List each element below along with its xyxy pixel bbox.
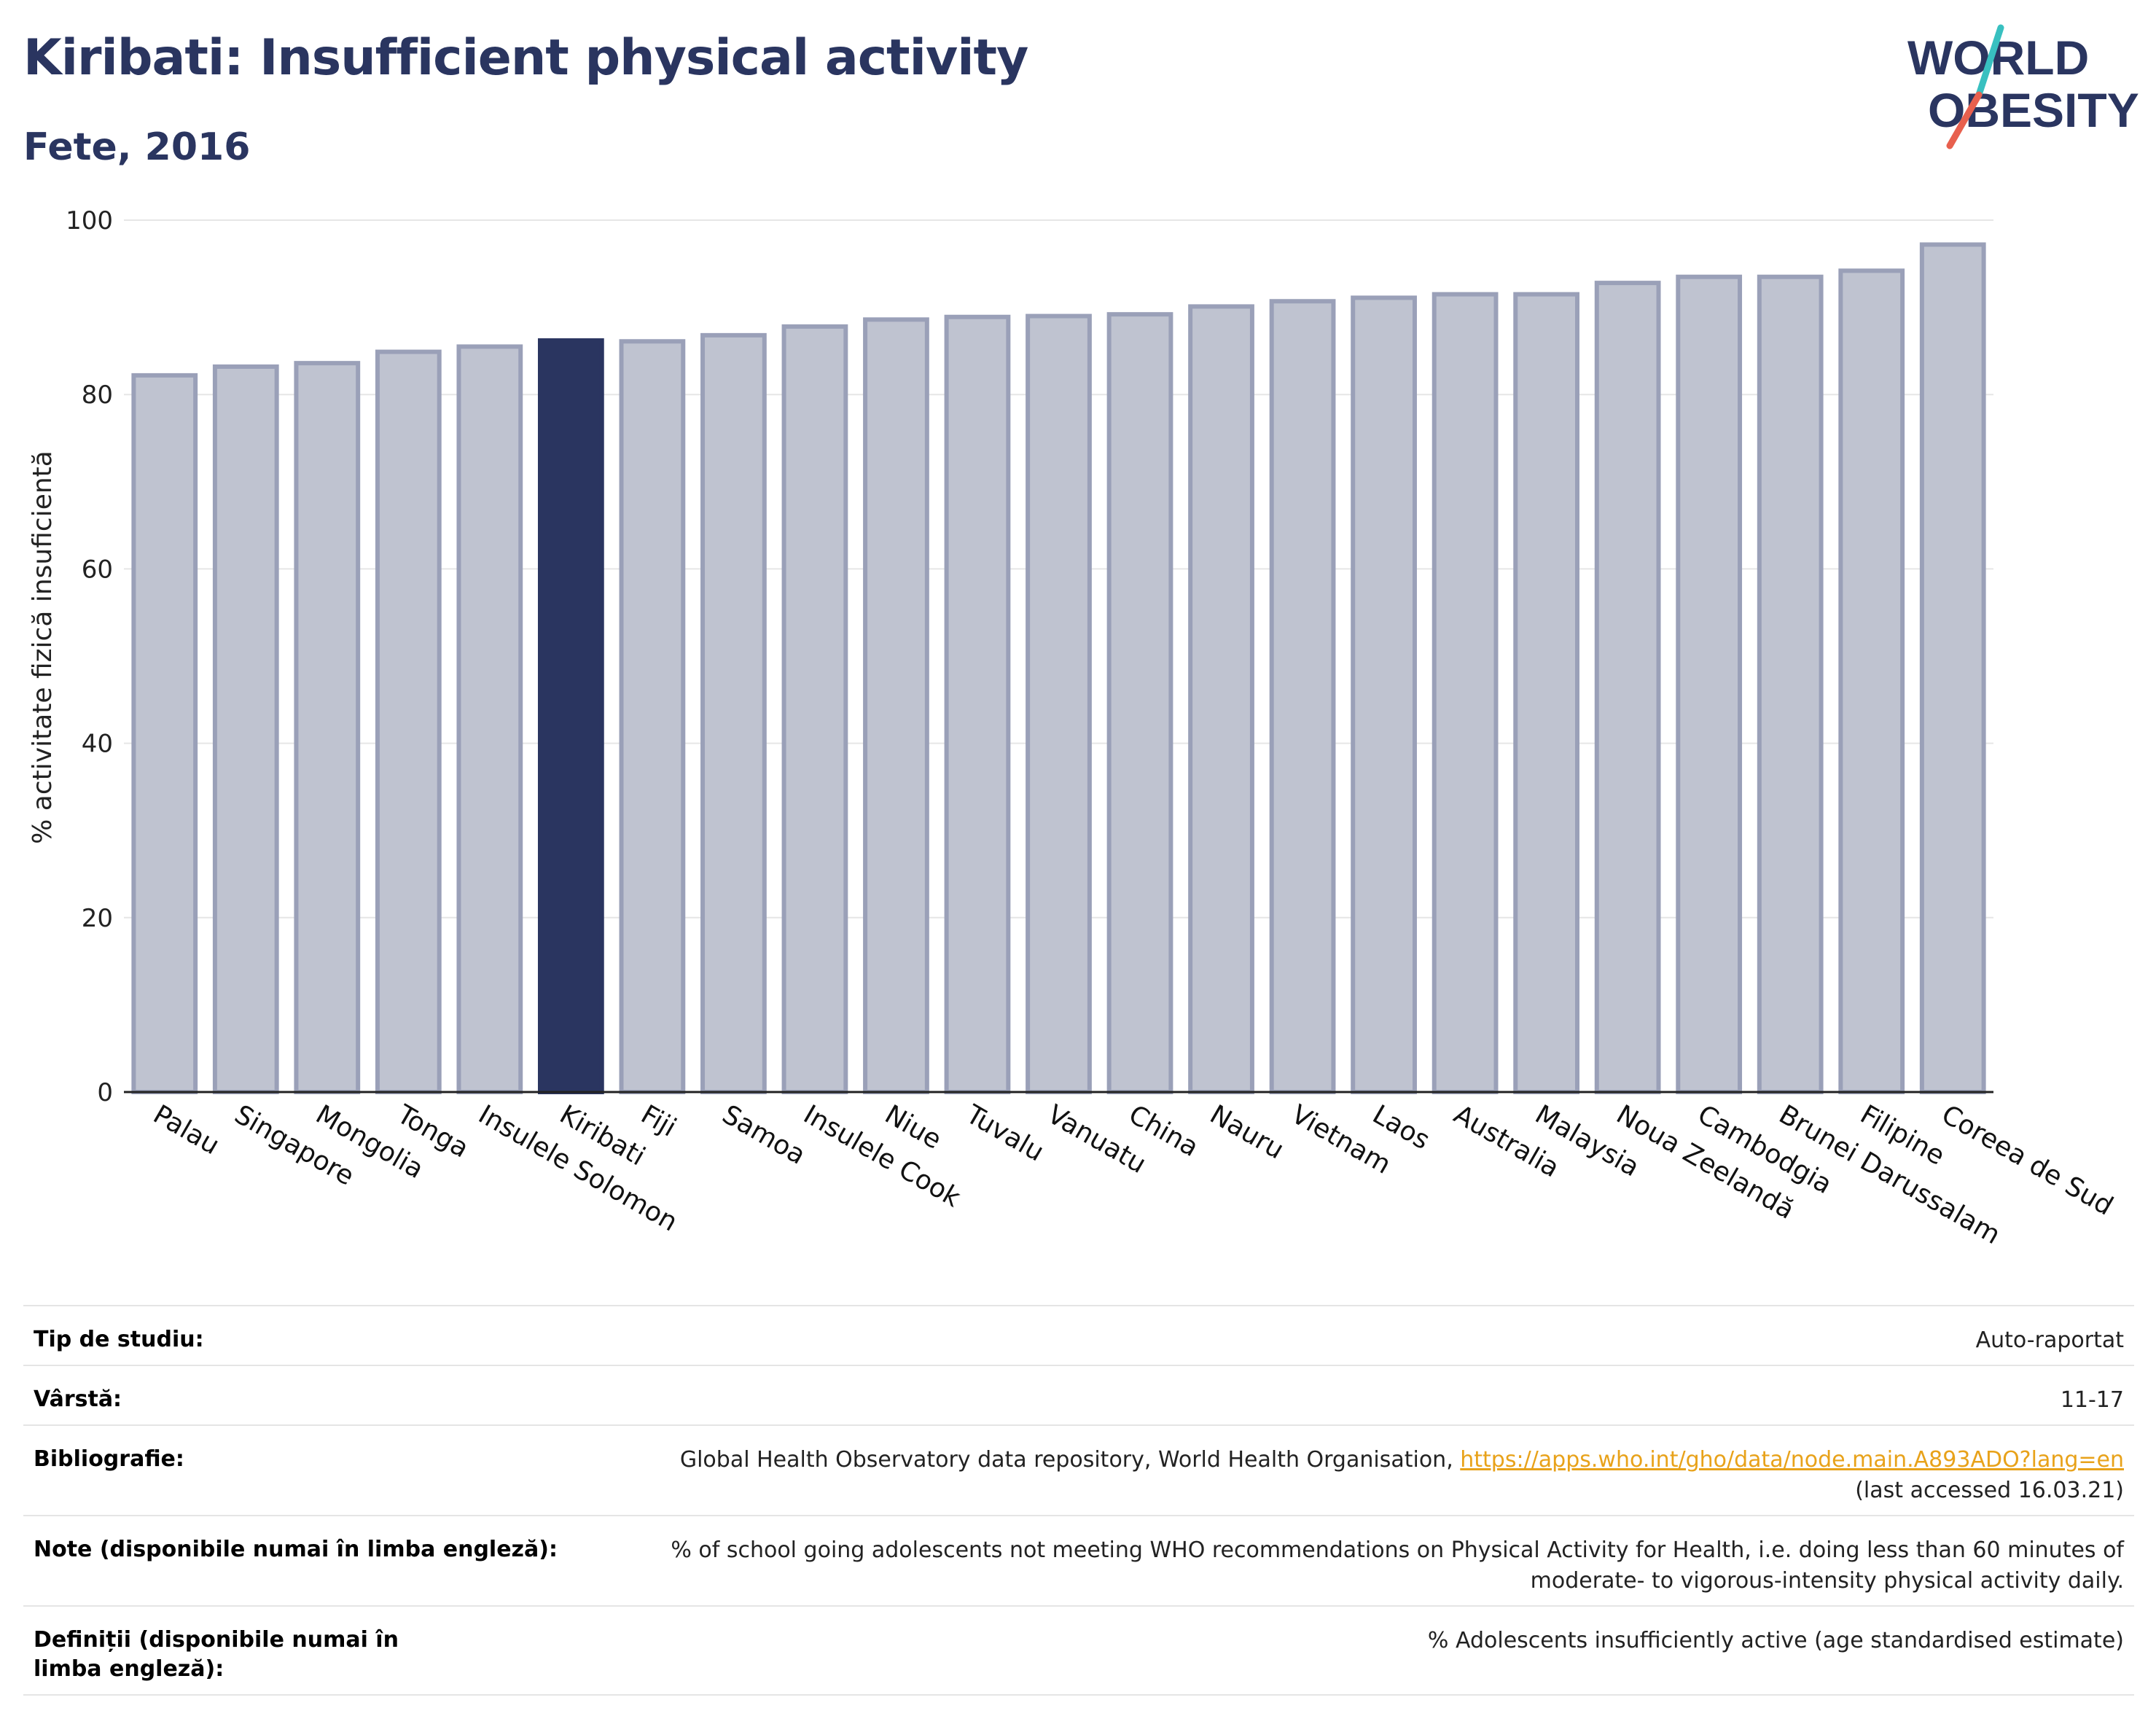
study-type-label: Tip de studiu: [34, 1327, 204, 1352]
y-tick-label: 0 [97, 1078, 113, 1107]
bar [1513, 292, 1580, 1094]
study-type-value: Auto-raportat [1975, 1327, 2124, 1353]
metadata-table: Tip de studiu: Auto-raportat Vârstă: 11-… [23, 1305, 2134, 1696]
bar [944, 314, 1011, 1095]
bar [1594, 281, 1661, 1094]
y-tick-label: 20 [82, 904, 113, 933]
notes-value: % of school going adolescents not meetin… [671, 1537, 2124, 1594]
bar [375, 349, 442, 1094]
x-tick-label: Palau [148, 1099, 224, 1161]
notes-label: Note (disponibile numai în limba engleză… [34, 1537, 558, 1562]
bar [1106, 312, 1173, 1095]
x-tick-label: Samoa [717, 1099, 811, 1171]
y-tick-label: 80 [82, 381, 113, 410]
x-tick-label: Nauru [1205, 1099, 1289, 1165]
bibliography-text: Global Health Observatory data repositor… [679, 1447, 1461, 1473]
meta-row-bibliography: Bibliografie: Global Health Observatory … [23, 1424, 2134, 1515]
y-tick-label: 40 [82, 730, 113, 759]
bar [1676, 274, 1743, 1094]
bibliography-accessed: (last accessed 16.03.21) [1855, 1478, 2124, 1503]
bar [619, 339, 686, 1094]
meta-row-age: Vârstă: 11-17 [23, 1365, 2134, 1424]
bars [131, 242, 1986, 1095]
bar [1188, 304, 1254, 1094]
bibliography-value: Global Health Observatory data repositor… [579, 1445, 2124, 1506]
x-tick-label: Tuvalu [961, 1099, 1049, 1168]
logo-slash-teal [1975, 24, 2004, 98]
x-tick-label: Fiji [636, 1099, 681, 1143]
age-value: 11-17 [2060, 1387, 2124, 1413]
bar [1269, 299, 1336, 1094]
bar [700, 332, 767, 1095]
bar [294, 361, 361, 1095]
bibliography-link[interactable]: https://apps.who.int/gho/data/node.main.… [1460, 1447, 2124, 1473]
bar [1838, 268, 1905, 1094]
age-label: Vârstă: [34, 1387, 122, 1412]
bar [1026, 313, 1092, 1094]
bar [863, 317, 929, 1094]
bar [1351, 295, 1417, 1095]
bar [456, 344, 523, 1095]
chart-title: Kiribati: Insufficient physical activity [23, 29, 1028, 87]
meta-row-definitions: Definiții (disponibile numai în limba en… [23, 1605, 2134, 1696]
y-tick-label: 100 [66, 206, 113, 235]
logo-slash-coral [1946, 91, 1983, 149]
bar [1757, 274, 1824, 1094]
definitions-value: % Adolescents insufficiently active (age… [1427, 1628, 2124, 1653]
meta-row-notes: Note (disponibile numai în limba engleză… [23, 1515, 2134, 1605]
bar [1919, 242, 1986, 1094]
x-tick-label: Insulele Cook [798, 1099, 965, 1213]
bar [212, 364, 279, 1095]
bar-chart: 0 20 40 60 80 100 Palau SingaporeMongoliaTonga… [28, 206, 2118, 1250]
definitions-label: Definiții (disponibile numai în limba en… [34, 1627, 399, 1682]
bar [131, 373, 198, 1094]
y-axis: 0 20 40 60 80 100 [66, 206, 113, 1107]
meta-row-study-type: Tip de studiu: Auto-raportat [23, 1305, 2134, 1365]
y-axis-label: % activitate fizică insuficientă [28, 451, 58, 844]
bar-highlighted [537, 338, 604, 1095]
chart-subtitle: Fete, 2016 [23, 125, 251, 169]
bar [781, 324, 848, 1094]
world-obesity-logo: WORLD OBESITY [1907, 24, 2139, 149]
bar [1432, 292, 1499, 1094]
y-tick-label: 60 [82, 555, 113, 584]
bibliography-label: Bibliografie: [34, 1446, 184, 1472]
